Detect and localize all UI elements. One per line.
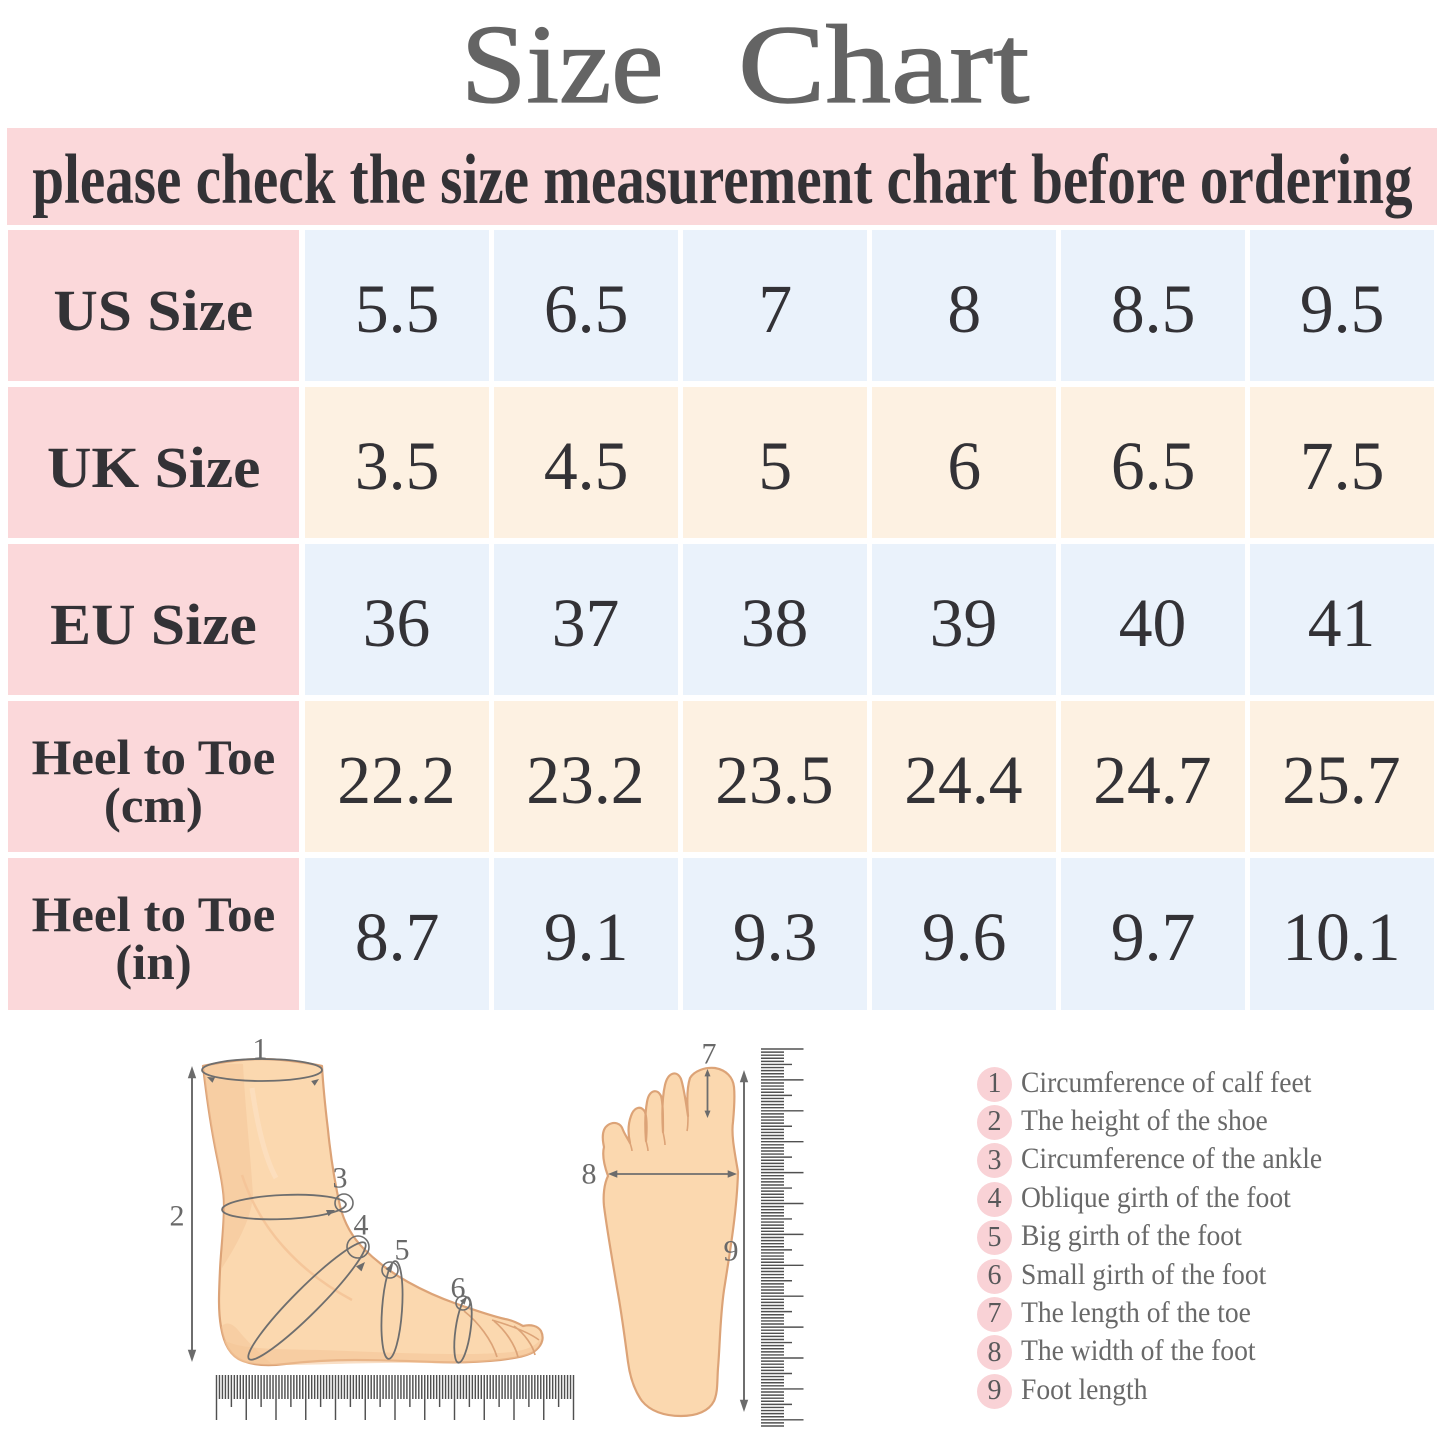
svg-text:3: 3	[333, 1162, 348, 1195]
svg-text:5: 5	[395, 1234, 410, 1267]
svg-text:6: 6	[451, 1272, 466, 1305]
svg-text:8: 8	[582, 1158, 597, 1191]
svg-text:4: 4	[354, 1209, 369, 1242]
svg-text:9: 9	[724, 1235, 739, 1268]
svg-text:2: 2	[170, 1200, 185, 1233]
svg-text:1: 1	[253, 1033, 268, 1066]
svg-text:7: 7	[702, 1038, 717, 1071]
